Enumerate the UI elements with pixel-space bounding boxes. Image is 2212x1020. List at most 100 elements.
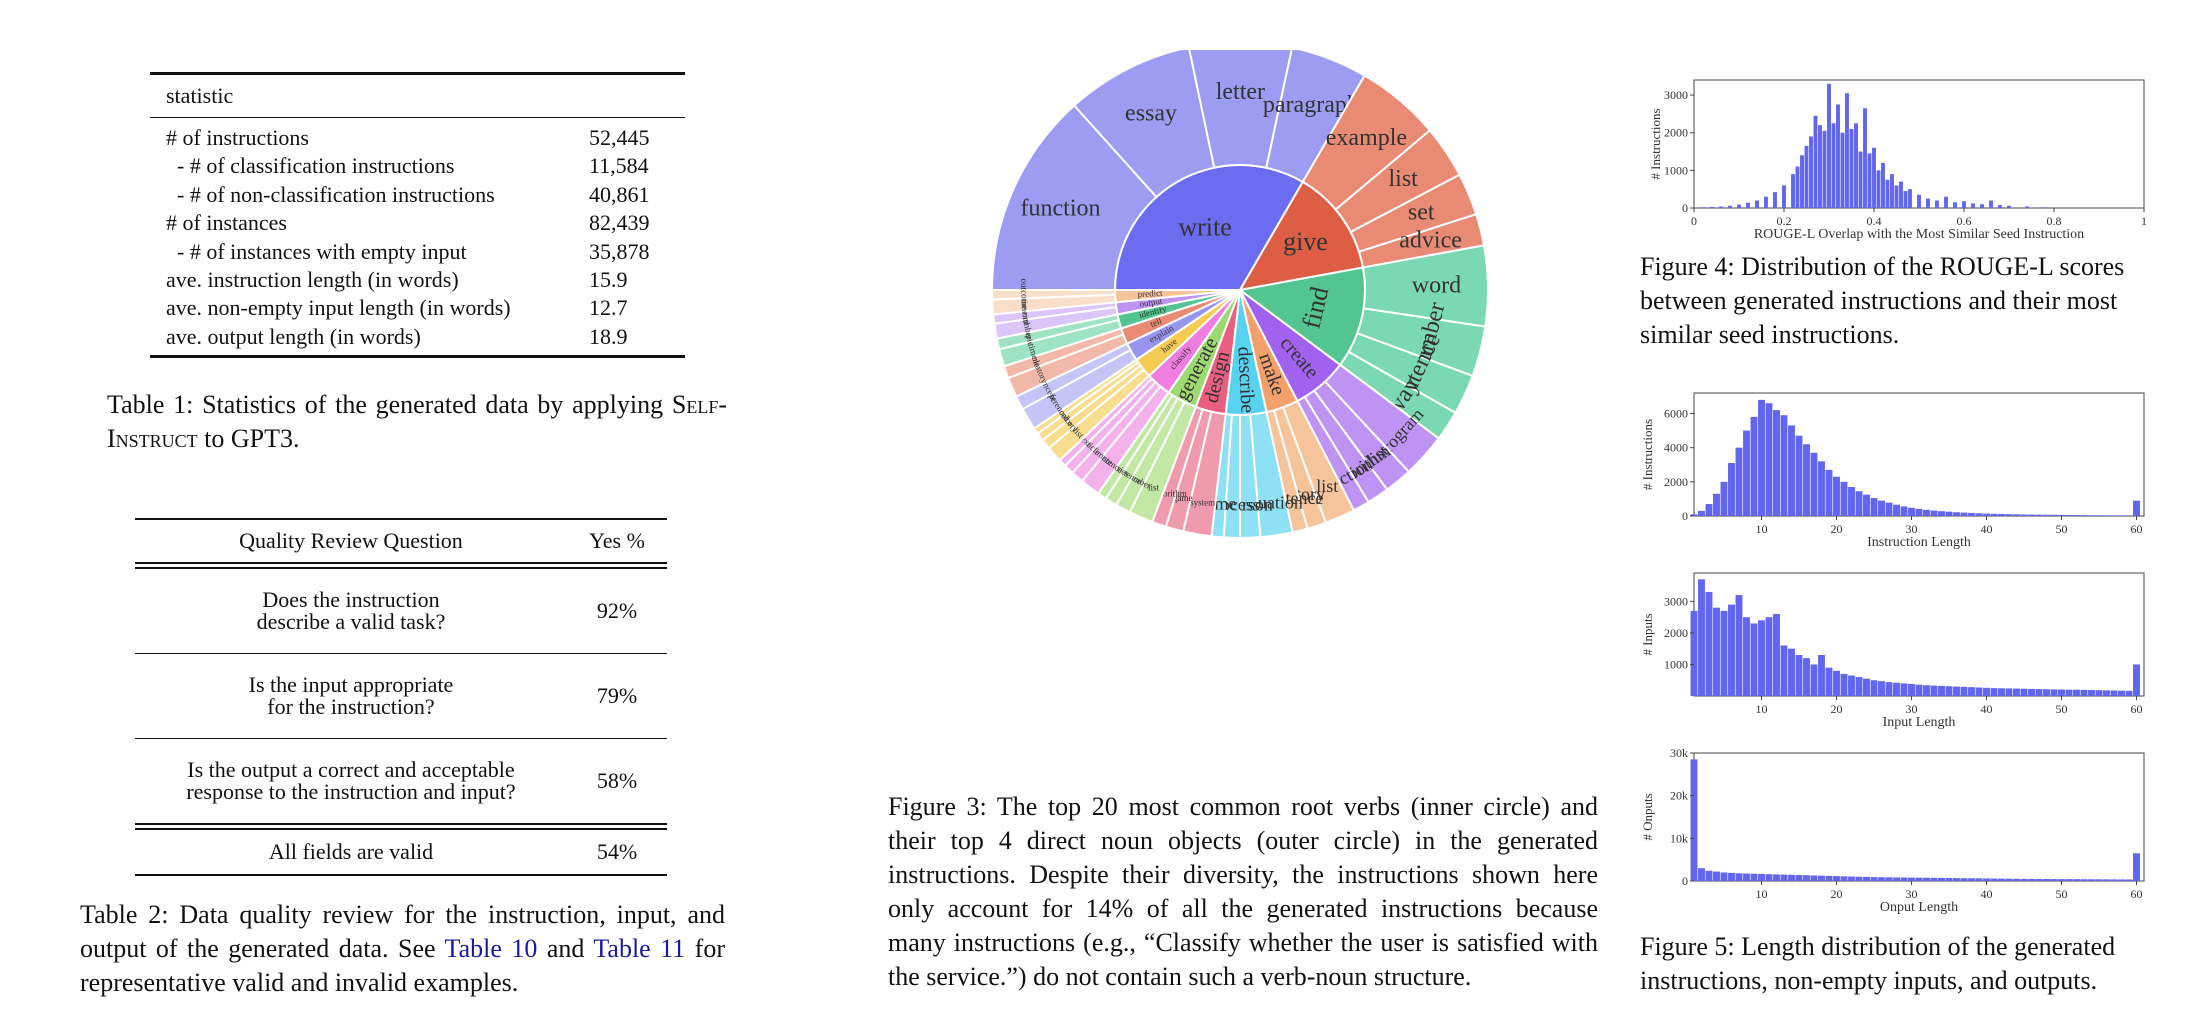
histogram-bar <box>2133 853 2140 881</box>
histogram-bar <box>1938 877 1945 881</box>
histogram-bar <box>1764 196 1768 208</box>
histogram-bar <box>1975 878 1983 881</box>
table-row-rule <box>135 653 667 654</box>
histogram-bar <box>1900 506 1908 516</box>
y-tick-label: 2000 <box>1664 475 1688 489</box>
histogram-bar <box>2043 878 2050 881</box>
histogram-bar <box>1885 682 1893 696</box>
histogram-bar <box>1765 874 1773 881</box>
histogram-bar <box>1773 614 1780 696</box>
histogram-bar <box>2133 500 2140 516</box>
histogram-bar <box>1989 200 1993 208</box>
x-tick-label: 0.2 <box>1777 214 1792 228</box>
noun-label: list <box>1148 483 1160 493</box>
histogram-bar <box>1840 673 1848 696</box>
histogram-bar <box>2043 689 2050 696</box>
histogram-bar <box>1998 878 2005 881</box>
sunburst-chart: functionessayletterparagraphwriteexample… <box>990 50 1489 540</box>
histogram-bar <box>1855 491 1863 516</box>
table-row: Is the output a correct and acceptable re… <box>135 739 667 823</box>
sunburst-noun-outcome <box>990 289 1117 301</box>
table-row: - # of instances with empty input 35,878 <box>150 238 685 266</box>
histogram-bar <box>1720 610 1728 696</box>
histogram-bar <box>1960 512 1968 516</box>
x-tick-label: 40 <box>1981 887 1993 901</box>
row-value: 15.9 <box>589 267 628 293</box>
histogram-bar <box>1870 877 1878 881</box>
caption-text: for representative valid and invalid exa… <box>80 934 725 997</box>
histogram-bar <box>1818 655 1825 696</box>
histogram-bar <box>1728 604 1735 696</box>
histogram-bar <box>1881 162 1885 208</box>
histogram-bar <box>1855 876 1863 881</box>
histogram-bar <box>1990 513 1998 516</box>
histogram-bar <box>1908 684 1915 696</box>
histogram-bar <box>2043 514 2050 516</box>
histogram-bar <box>1836 104 1840 208</box>
histogram-bar <box>2118 690 2125 696</box>
row-label: ave. non-empty input length (in words) <box>166 295 511 321</box>
x-axis-label: Instruction Length <box>1867 535 1971 550</box>
histogram-bar <box>1743 873 1750 881</box>
row-value: 35,878 <box>589 238 650 264</box>
sunburst-noun-letter <box>1188 50 1293 169</box>
table-row: - # of classification instructions 11,584 <box>150 152 685 180</box>
histogram-bar <box>1765 617 1773 696</box>
histogram-bar <box>1930 510 1938 516</box>
x-tick-label: 20 <box>1831 702 1843 716</box>
histogram-bar <box>2050 879 2058 881</box>
histogram-bar <box>2110 515 2118 516</box>
histogram-bar <box>1900 877 1908 881</box>
histogram-bar <box>1825 469 1833 516</box>
histogram-bar <box>1735 447 1743 516</box>
y-tick-label: 30k <box>1670 746 1688 760</box>
histogram-bar <box>1795 655 1803 696</box>
figure-3-caption: Figure 3: The top 20 most common root ve… <box>888 792 1598 991</box>
table-header-row: Quality Review Question Yes % <box>135 520 667 562</box>
x-tick-label: 0.6 <box>1957 214 1972 228</box>
histogram-bar <box>2125 879 2133 881</box>
table-bottom-rule <box>150 355 685 359</box>
noun-label: outcome <box>1019 278 1030 309</box>
histogram-bar <box>2095 879 2103 881</box>
y-tick-label: 3000 <box>1664 88 1688 102</box>
row-value: 11,584 <box>589 153 649 179</box>
yes-percent: 79% <box>596 683 638 708</box>
x-tick-label: 50 <box>2056 522 2068 536</box>
table-row: # of instructions 52,445 <box>150 124 685 152</box>
histogram-bar <box>1908 189 1912 208</box>
histogram-bar <box>2095 690 2103 696</box>
histogram-bar <box>1809 136 1813 208</box>
table-row: ave. non-empty input length (in words) 12… <box>150 294 685 322</box>
x-tick-label: 0 <box>1691 214 1697 228</box>
x-tick-label: 30 <box>1906 522 1918 536</box>
histogram-bar <box>1848 876 1855 881</box>
histogram-bar <box>1876 170 1881 208</box>
histogram-bar <box>2080 515 2088 516</box>
histogram-bar <box>1863 494 1870 516</box>
table-11-link[interactable]: Table 11 <box>593 934 686 963</box>
histogram-bar <box>2118 879 2125 881</box>
row-label: - # of classification instructions <box>166 153 455 179</box>
y-tick-label: 0 <box>1682 874 1688 888</box>
histogram-bar <box>1945 878 1953 881</box>
row-value: 82,439 <box>589 210 650 236</box>
table-10-link[interactable]: Table 10 <box>444 934 538 963</box>
rouge-histogram: 0 0.2 0.4 0.6 0.8 1 0 1000 2000 3000 ROUGE-L Overl… <box>1648 79 2147 242</box>
method-name: Self-Instruct <box>107 390 728 453</box>
row-value: 40,861 <box>589 181 650 207</box>
histogram-bar <box>1833 476 1840 516</box>
histogram-bar <box>1735 873 1743 881</box>
noun-label: game <box>1173 493 1193 503</box>
histogram-bar <box>1945 686 1953 696</box>
histogram-bar <box>1755 200 1759 208</box>
histogram-bar <box>1998 513 2005 516</box>
histogram-bar <box>2050 689 2058 696</box>
histogram-bar <box>1795 435 1803 516</box>
x-tick-label: 1 <box>2141 214 2147 228</box>
histogram-bar <box>1975 513 1983 516</box>
histogram-bar <box>1885 877 1893 881</box>
histogram-bar <box>1923 685 1930 696</box>
x-tick-label: 10 <box>1756 702 1768 716</box>
histogram-bar <box>1840 876 1848 881</box>
